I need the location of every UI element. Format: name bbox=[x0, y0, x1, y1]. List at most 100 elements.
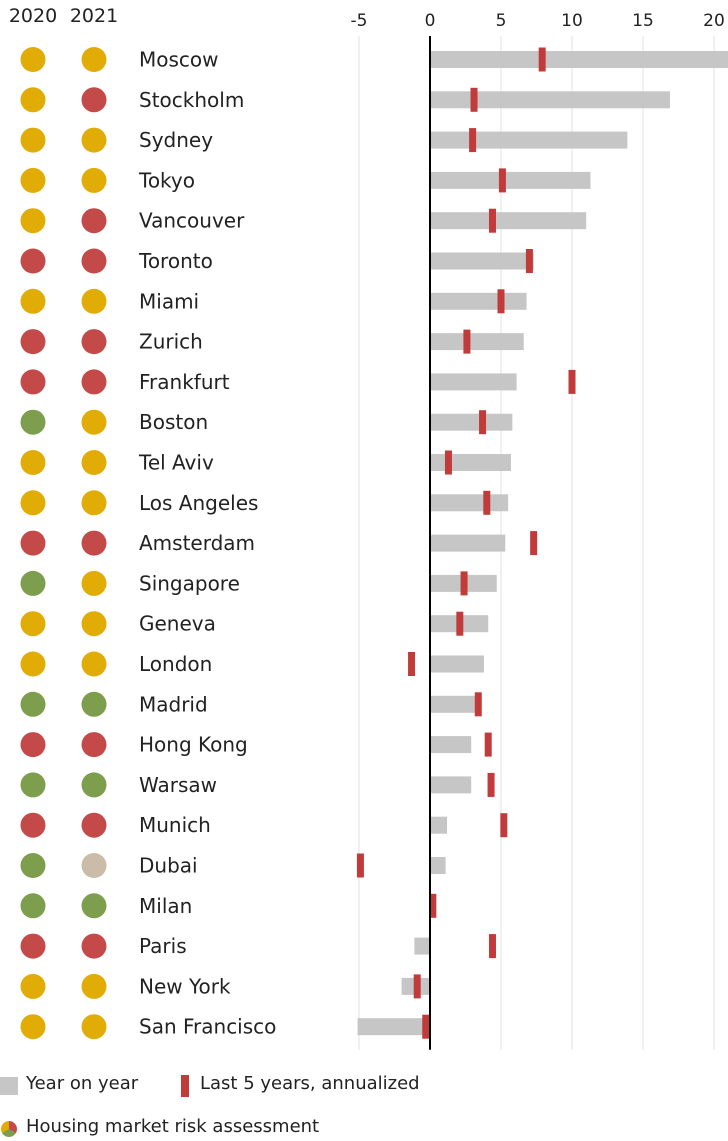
risk-dot-2020 bbox=[20, 611, 46, 637]
chart-row: Toronto bbox=[20, 248, 534, 274]
marker-last-5-years bbox=[429, 893, 437, 918]
x-tick-label: 0 bbox=[425, 11, 436, 31]
chart-row: Stockholm bbox=[20, 87, 670, 113]
risk-dot-2020 bbox=[20, 208, 46, 234]
city-label: Los Angeles bbox=[139, 491, 258, 515]
city-label: Singapore bbox=[139, 571, 240, 595]
risk-dot-2021 bbox=[81, 167, 107, 193]
risk-dot-2021 bbox=[81, 87, 107, 113]
chart-row: Miami bbox=[20, 288, 527, 314]
bar-year-on-year bbox=[430, 816, 448, 834]
city-label: Zurich bbox=[139, 330, 203, 354]
city-label: Madrid bbox=[139, 692, 208, 716]
chart-row: Zurich bbox=[20, 329, 524, 355]
marker-last-5-years bbox=[456, 611, 464, 636]
city-label: Miami bbox=[139, 289, 199, 313]
risk-dot-2021 bbox=[81, 47, 107, 72]
legend-swatch-last5 bbox=[181, 1075, 189, 1097]
chart-rows: Moscow Stockholm Sydney Tokyo Vancouver Toron… bbox=[20, 36, 728, 1050]
marker-last-5-years bbox=[484, 732, 492, 757]
legend-risk-assessment: Housing market risk assessment bbox=[26, 1116, 320, 1137]
city-label: Stockholm bbox=[139, 88, 244, 112]
marker-last-5-years bbox=[469, 128, 477, 153]
x-tick-label: -5 bbox=[351, 11, 368, 31]
marker-last-5-years bbox=[470, 87, 478, 112]
city-label: Frankfurt bbox=[139, 370, 230, 394]
bar-year-on-year bbox=[430, 736, 472, 754]
risk-dot-2020 bbox=[20, 691, 46, 717]
risk-dot-2021 bbox=[81, 570, 107, 596]
marker-last-5-years bbox=[474, 692, 482, 717]
risk-dot-2020 bbox=[20, 812, 46, 838]
year-header: 2021 bbox=[70, 5, 118, 27]
x-tick-label: 5 bbox=[496, 11, 507, 31]
marker-last-5-years bbox=[463, 329, 471, 354]
marker-last-5-years bbox=[568, 369, 576, 394]
marker-last-5-years bbox=[538, 47, 546, 72]
city-label: Dubai bbox=[139, 854, 198, 878]
chart-row: Singapore bbox=[20, 570, 497, 596]
risk-dot-2021 bbox=[81, 691, 107, 717]
risk-dot-2020 bbox=[20, 853, 46, 878]
marker-last-5-years bbox=[497, 289, 505, 314]
risk-dot-2020 bbox=[20, 651, 46, 677]
chart: 2020 2021 -5 0 5 10 15 20 Moscow Stockholm Sydne… bbox=[9, 5, 728, 1050]
bar-year-on-year bbox=[430, 292, 527, 310]
chart-row: Hong Kong bbox=[20, 732, 492, 758]
chart-row: London bbox=[20, 651, 484, 677]
city-label: Vancouver bbox=[139, 209, 245, 233]
x-axis-ticks: -5 0 5 10 15 20 bbox=[351, 11, 725, 31]
city-label: Hong Kong bbox=[139, 733, 248, 757]
marker-last-5-years bbox=[460, 571, 468, 596]
chart-row: Dubai bbox=[20, 853, 446, 878]
marker-last-5-years bbox=[498, 168, 506, 193]
risk-dot-2020 bbox=[20, 732, 46, 758]
city-label: Moscow bbox=[139, 48, 219, 72]
bar-year-on-year bbox=[430, 454, 511, 471]
risk-dot-2020 bbox=[20, 127, 46, 153]
risk-dot-2021 bbox=[81, 530, 107, 556]
marker-last-5-years bbox=[500, 813, 508, 838]
city-label: Toronto bbox=[138, 249, 213, 273]
risk-dot-2021 bbox=[81, 1014, 107, 1040]
bar-year-on-year bbox=[357, 1018, 430, 1036]
marker-last-5-years bbox=[413, 974, 421, 999]
bar-year-on-year bbox=[430, 171, 591, 189]
chart-row: Geneva bbox=[20, 611, 489, 637]
legend-swatch-year-on-year bbox=[0, 1077, 18, 1095]
chart-row: Madrid bbox=[20, 691, 482, 717]
risk-dot-2021 bbox=[81, 853, 107, 878]
city-label: New York bbox=[139, 974, 231, 998]
chart-row: San Francisco bbox=[20, 1014, 430, 1040]
chart-row: New York bbox=[20, 973, 430, 999]
marker-last-5-years bbox=[487, 772, 495, 797]
risk-dot-2021 bbox=[81, 490, 107, 516]
city-label: Warsaw bbox=[139, 773, 217, 797]
risk-dot-2021 bbox=[81, 812, 107, 838]
risk-dot-2021 bbox=[81, 127, 107, 153]
chart-row: Los Angeles bbox=[20, 490, 509, 516]
risk-dot-2020 bbox=[20, 167, 46, 193]
risk-assessment-icon bbox=[1, 1121, 17, 1137]
year-header: 2020 bbox=[9, 5, 57, 27]
bar-year-on-year bbox=[430, 131, 628, 149]
marker-last-5-years bbox=[479, 410, 487, 435]
marker-last-5-years bbox=[488, 934, 496, 959]
risk-dot-2021 bbox=[81, 288, 107, 314]
marker-last-5-years bbox=[422, 1014, 430, 1039]
marker-last-5-years bbox=[444, 450, 452, 475]
risk-dot-2020 bbox=[20, 570, 46, 596]
risk-dot-2021 bbox=[81, 893, 107, 919]
risk-dot-2021 bbox=[81, 933, 107, 959]
legend-year-on-year: Year on year bbox=[26, 1073, 139, 1094]
risk-dot-2020 bbox=[20, 530, 46, 556]
bar-year-on-year bbox=[430, 212, 587, 230]
risk-dot-2020 bbox=[20, 933, 46, 959]
column-headers: 2020 2021 bbox=[9, 5, 118, 27]
bar-year-on-year bbox=[430, 252, 534, 270]
chart-row: Paris bbox=[20, 933, 496, 959]
marker-last-5-years bbox=[408, 652, 416, 676]
risk-dot-2021 bbox=[81, 248, 107, 274]
risk-dot-2021 bbox=[81, 611, 107, 637]
bar-year-on-year bbox=[430, 373, 517, 391]
